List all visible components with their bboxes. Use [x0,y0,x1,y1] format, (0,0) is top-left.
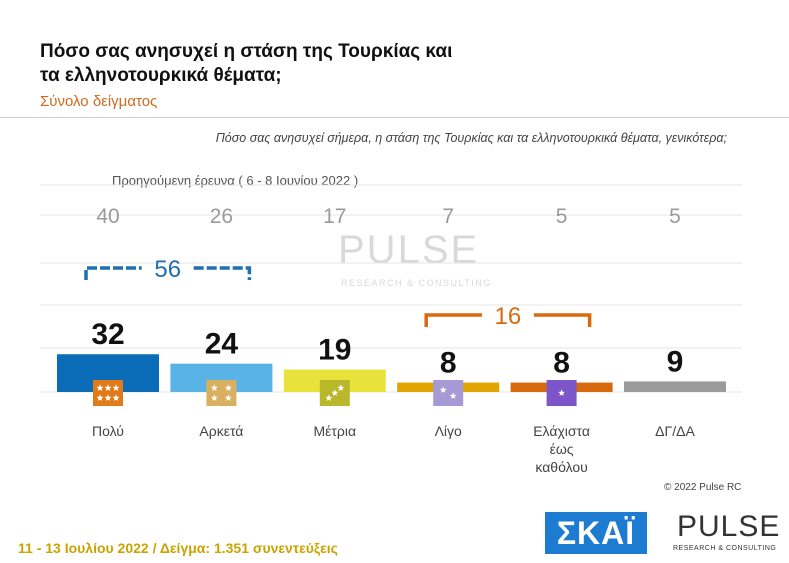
group-bracket-left [84,266,142,280]
divider [0,117,789,118]
rating-star-icon [433,380,464,406]
category-label: Πολύ [92,423,124,439]
value-label: 24 [205,328,239,361]
pulse-logo: PULSE RESEARCH & CONSULTING [655,510,781,556]
category-label: Αρκετά [199,423,243,439]
category-label: έως [550,441,574,457]
value-label: 8 [553,347,570,380]
previous-value-label: 7 [442,205,454,228]
star-icon [224,384,232,391]
previous-value-label: 17 [323,205,346,228]
pulse-logo-sub: RESEARCH & CONSULTING [673,545,777,552]
chart-title: Πόσο σας ανησυχεί η στάση της Τουρκίας κ… [40,41,453,86]
pulse-logo-word: PULSE [677,510,781,543]
group-bracket-left [424,313,482,327]
star-icon [210,384,218,391]
previous-value-label: 5 [669,205,681,228]
copyright: © 2022 Pulse RC [664,482,742,493]
previous-value-label: 40 [96,205,119,228]
star-icon [96,384,104,391]
star-icon [331,389,339,396]
rating-star-icon [93,380,123,406]
question-text: Πόσο σας ανησυχεί σήμερα, η στάση της Το… [215,131,727,145]
star-icon [210,394,218,401]
rating-star-icon [206,380,237,406]
previous-value-label: 26 [210,205,233,228]
group-total-label: 56 [154,256,181,283]
previous-survey-label: Προηγούμενη έρευνα ( 6 - 8 Ιουνίου 2022 … [112,173,359,188]
value-label: 32 [91,318,124,351]
category-label: Λίγο [435,423,462,439]
category-label: ΔΓ/ΔΑ [655,423,695,439]
star-icon [337,384,345,391]
watermark-logo: PULSE [338,228,480,272]
star-icon [104,384,112,391]
chart-subtitle: Σύνολο δείγματος [40,93,158,110]
star-icon [112,394,120,401]
star-icon [104,394,112,401]
group-total-label: 16 [495,303,522,330]
group-bracket-right [533,313,592,327]
category-label: Μέτρια [313,423,356,439]
star-icon [224,394,232,401]
previous-value-label: 5 [556,205,568,228]
skai-logo: ΣΚΑΪ [545,512,647,554]
star-icon [112,384,120,391]
value-label: 19 [318,334,351,367]
group-bracket-right [193,266,252,280]
value-label: 8 [440,347,457,380]
star-icon [96,394,104,401]
bar-5 [624,381,726,392]
star-icon [558,389,566,396]
footer-date-sample: 11 - 13 Ιουλίου 2022 / Δείγμα: 1.351 συν… [18,540,338,556]
category-label: Ελάχιστα [533,423,590,439]
star-icon [449,392,457,399]
star-icon [439,386,447,393]
watermark-subtitle: RESEARCH & CONSULTING [341,278,492,288]
star-icon [325,394,333,401]
category-label: καθόλου [535,459,587,475]
value-label: 9 [667,345,684,378]
